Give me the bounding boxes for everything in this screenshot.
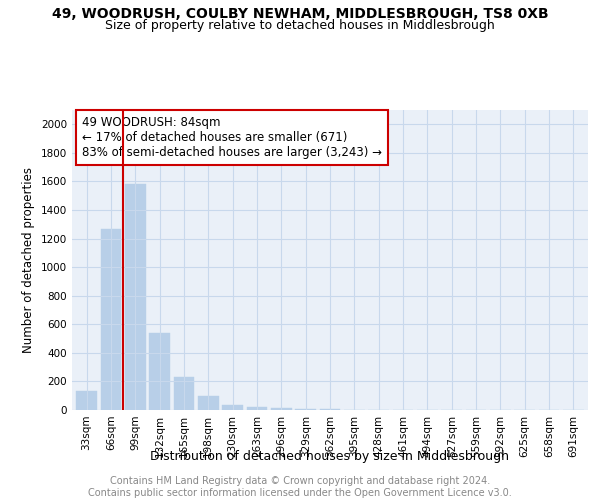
Bar bbox=[271, 408, 292, 410]
Bar bbox=[101, 228, 121, 410]
Bar bbox=[198, 396, 218, 410]
Bar bbox=[247, 407, 268, 410]
Bar bbox=[125, 184, 146, 410]
Text: Size of property relative to detached houses in Middlesbrough: Size of property relative to detached ho… bbox=[105, 19, 495, 32]
Text: Contains HM Land Registry data © Crown copyright and database right 2024.
Contai: Contains HM Land Registry data © Crown c… bbox=[88, 476, 512, 498]
Text: 49 WOODRUSH: 84sqm
← 17% of detached houses are smaller (671)
83% of semi-detach: 49 WOODRUSH: 84sqm ← 17% of detached hou… bbox=[82, 116, 382, 159]
Bar bbox=[173, 377, 194, 410]
Bar bbox=[295, 409, 316, 410]
Text: 49, WOODRUSH, COULBY NEWHAM, MIDDLESBROUGH, TS8 0XB: 49, WOODRUSH, COULBY NEWHAM, MIDDLESBROU… bbox=[52, 8, 548, 22]
Y-axis label: Number of detached properties: Number of detached properties bbox=[22, 167, 35, 353]
Bar bbox=[149, 333, 170, 410]
Bar bbox=[222, 405, 243, 410]
Text: Distribution of detached houses by size in Middlesbrough: Distribution of detached houses by size … bbox=[151, 450, 509, 463]
Bar bbox=[76, 392, 97, 410]
